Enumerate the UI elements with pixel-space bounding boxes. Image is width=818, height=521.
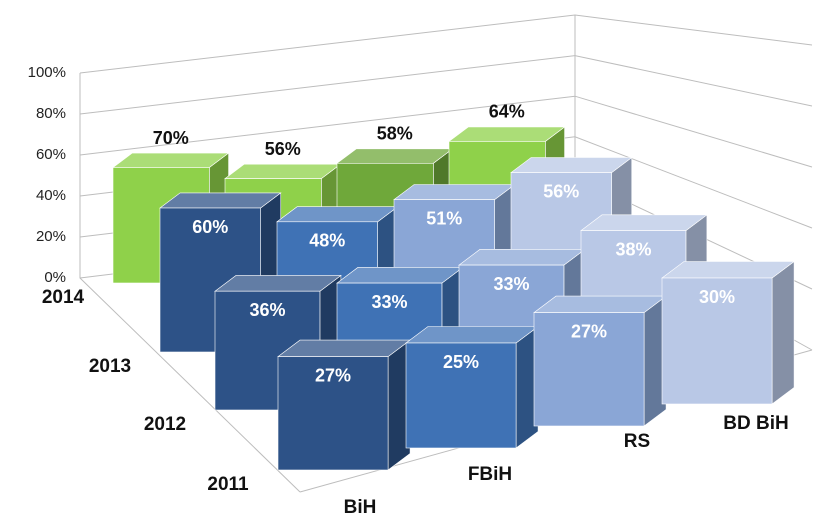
value-label: 30% [699, 287, 735, 307]
y-tick-label: 40% [36, 187, 66, 204]
value-label: 36% [249, 300, 285, 320]
bar-top [580, 214, 708, 231]
bar [405, 342, 517, 449]
bar-top [276, 206, 399, 223]
bar-top [277, 339, 411, 357]
bar-top [458, 249, 586, 266]
bar-top [112, 152, 230, 168]
value-label: 60% [192, 217, 228, 237]
value-label: 48% [309, 231, 345, 251]
y-tick-label: 80% [36, 105, 66, 122]
bar-top [214, 275, 342, 292]
x-tick-label: BiH [344, 497, 377, 518]
series-label: 2012 [144, 414, 186, 435]
bar-top [405, 326, 539, 344]
wall-edge [79, 73, 301, 493]
bar [533, 312, 645, 427]
value-label: 56% [543, 181, 579, 201]
value-label: 33% [493, 274, 529, 294]
y-tick-label: 60% [36, 146, 66, 163]
series-label: 2014 [42, 287, 85, 308]
bar-top [661, 261, 795, 279]
bar [661, 277, 773, 405]
value-label: 27% [315, 365, 351, 385]
grid-line [79, 14, 813, 74]
bar-top [510, 157, 633, 173]
bar-side [771, 260, 795, 405]
bar-top [393, 184, 516, 200]
value-label: 38% [615, 239, 651, 259]
value-label: 51% [426, 208, 462, 228]
y-tick-label: 0% [44, 269, 66, 286]
x-tick-label: FBiH [468, 464, 512, 485]
bar-top [336, 148, 454, 164]
bar-top [448, 126, 566, 142]
value-label: 64% [489, 102, 525, 122]
value-label: 27% [571, 321, 607, 341]
bar-top [224, 163, 342, 179]
bar-top [159, 192, 282, 209]
value-label: 70% [153, 128, 189, 148]
bar-top [336, 267, 464, 284]
value-label: 58% [377, 124, 413, 144]
value-label: 25% [443, 352, 479, 372]
value-label: 56% [265, 139, 301, 159]
x-tick-label: BD BiH [723, 413, 788, 434]
series-label: 2011 [207, 474, 249, 495]
grid-line [79, 55, 813, 115]
y-tick-label: 100% [28, 64, 66, 81]
bar-top [533, 295, 667, 313]
y-tick-label: 20% [36, 228, 66, 245]
bar [277, 356, 389, 471]
x-tick-label: RS [624, 431, 650, 452]
value-label: 33% [371, 292, 407, 312]
series-label: 2013 [89, 356, 131, 377]
